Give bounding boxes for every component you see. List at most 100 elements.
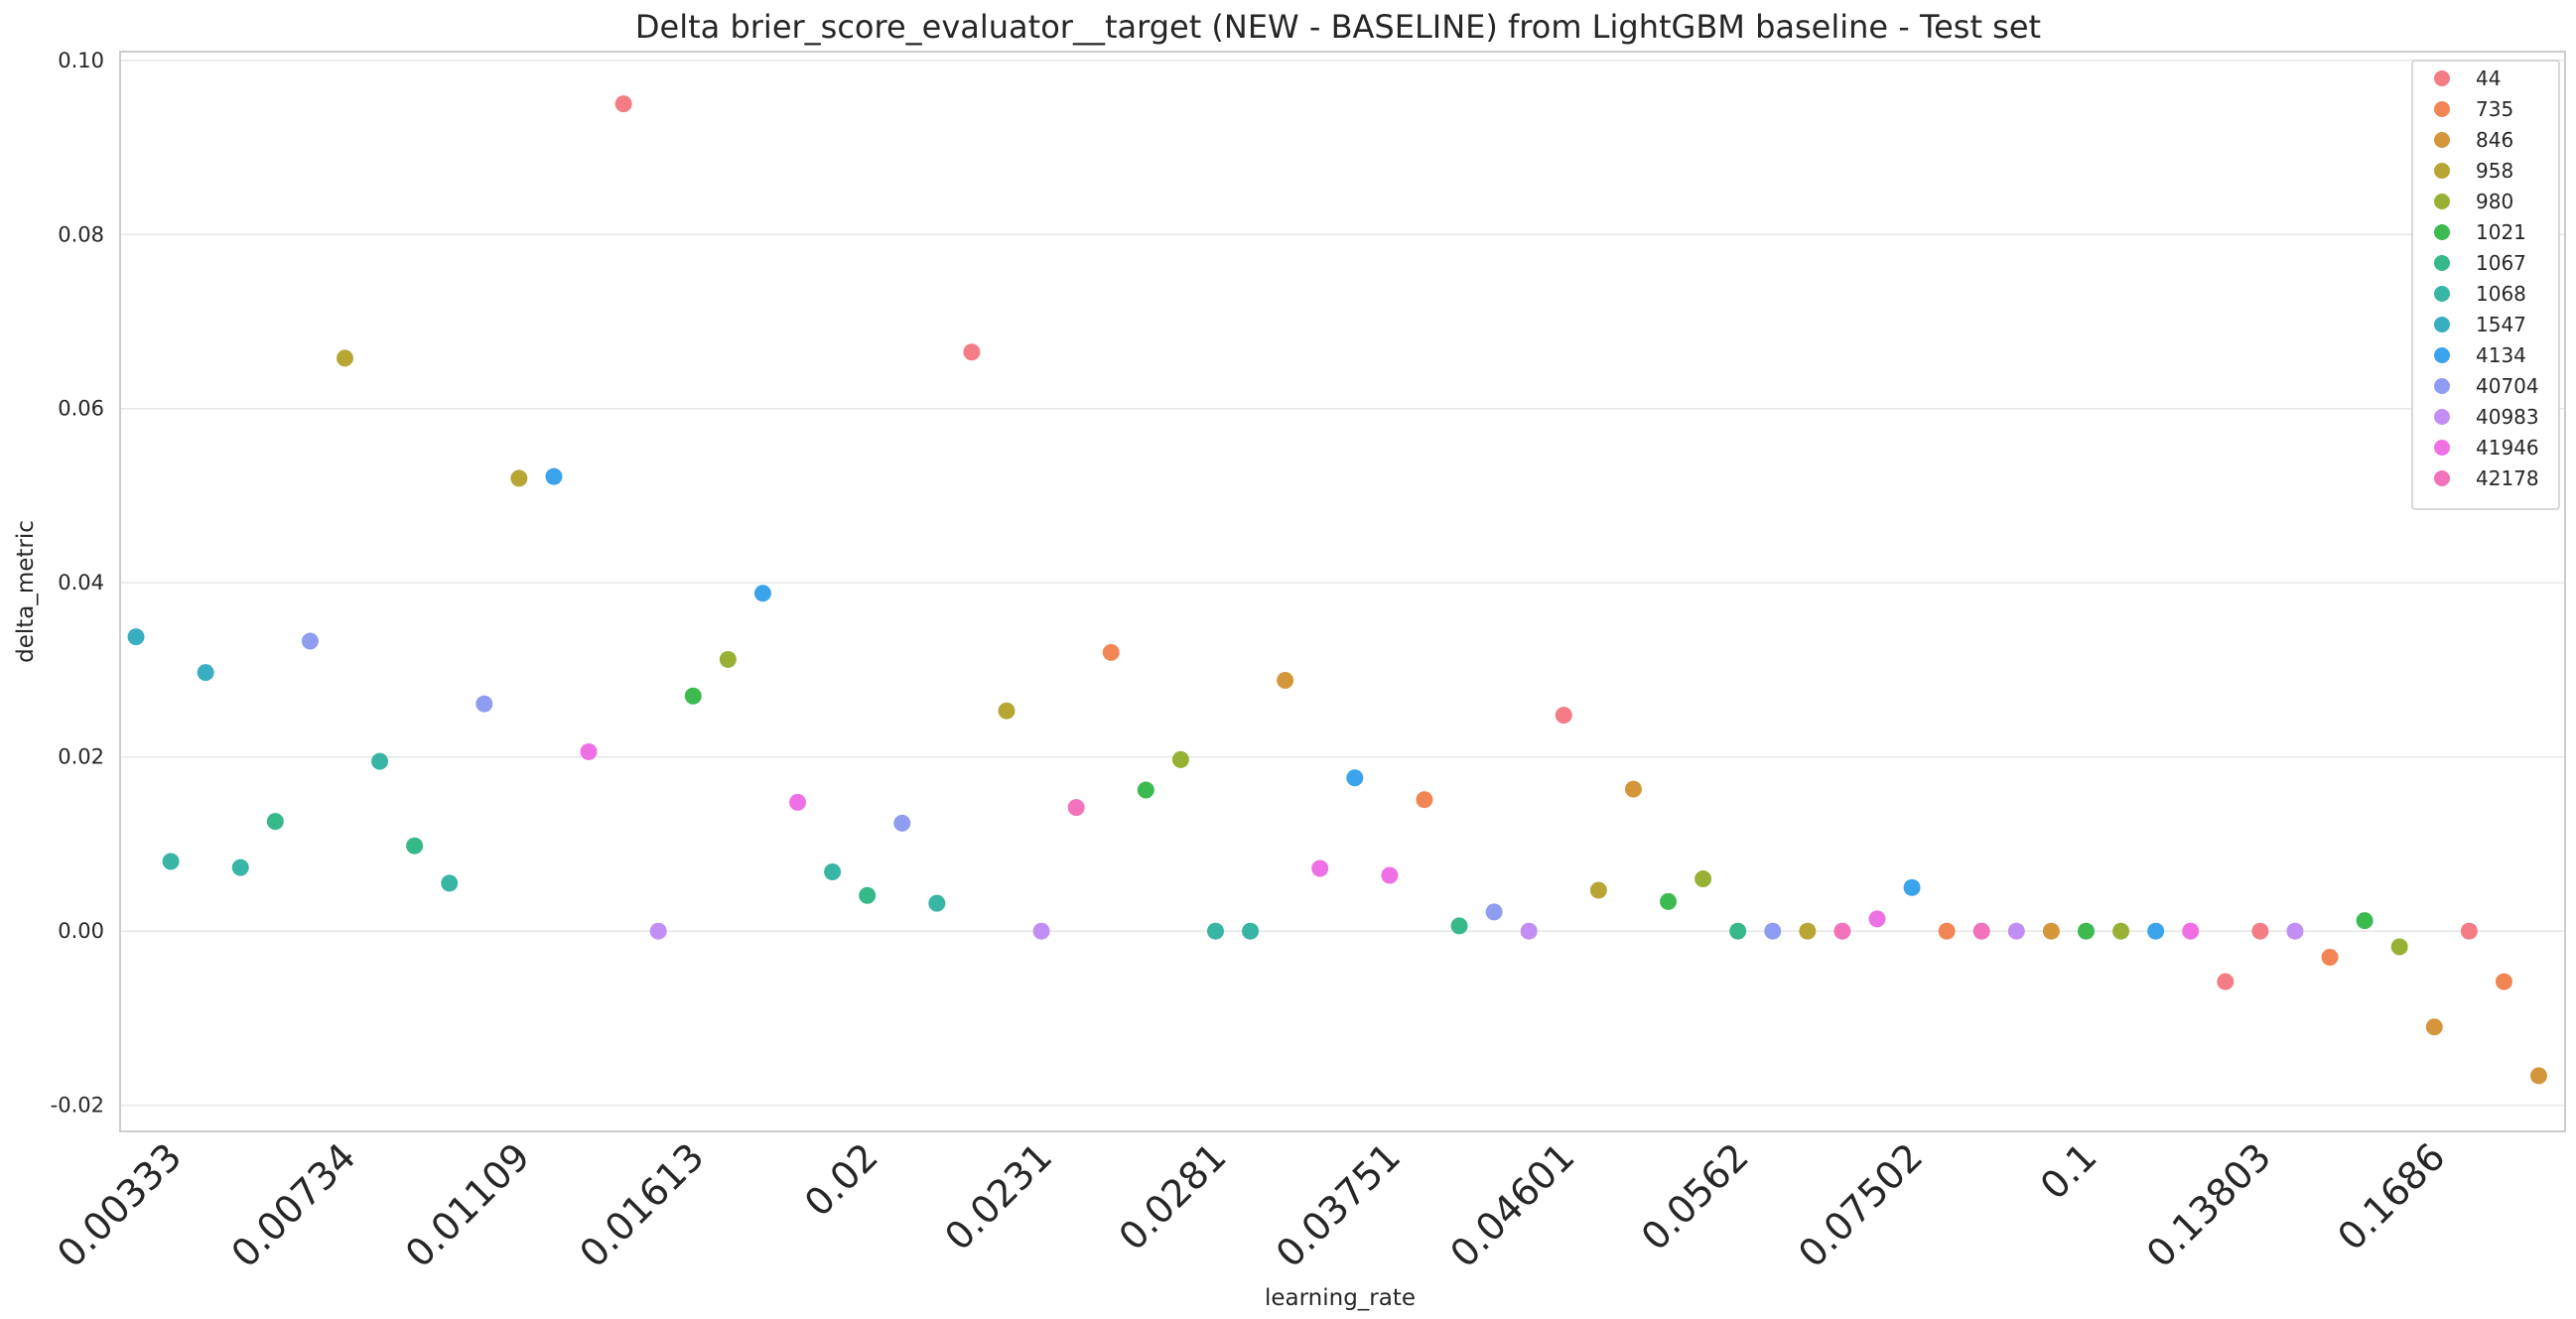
data-point	[1171, 750, 1189, 768]
legend-marker	[2434, 347, 2450, 363]
x-tick-label: 0.01109	[397, 1134, 538, 1275]
data-point	[963, 343, 981, 361]
data-point	[475, 695, 493, 713]
data-point	[2425, 1018, 2443, 1036]
legend-marker	[2434, 286, 2450, 302]
legend-marker	[2434, 440, 2450, 456]
data-point	[2356, 912, 2373, 930]
data-point	[1624, 780, 1642, 798]
data-point	[1903, 878, 1921, 896]
data-point	[406, 837, 424, 855]
data-point	[998, 702, 1016, 720]
x-tick-label: 0.04601	[1441, 1134, 1582, 1275]
data-point	[1833, 922, 1851, 940]
legend-marker	[2434, 70, 2450, 86]
data-point	[753, 585, 771, 602]
legend-marker	[2434, 101, 2450, 117]
y-tick-label: 0.02	[58, 745, 104, 769]
data-point	[719, 650, 737, 668]
data-point	[1589, 881, 1607, 899]
legend-label: 1068	[2476, 282, 2526, 306]
x-tick-label: 0.1	[2032, 1134, 2105, 1208]
y-tick-labels: -0.02 0.00 0.02 0.04 0.06 0.08 0.10	[51, 49, 104, 1118]
legend-marker	[2434, 132, 2450, 148]
data-point	[614, 95, 632, 113]
data-point	[1067, 799, 1085, 817]
data-point	[2251, 922, 2269, 940]
x-tick-label: 0.0231	[936, 1134, 1060, 1258]
legend-marker	[2434, 163, 2450, 179]
data-point	[1660, 892, 1678, 910]
data-point	[1311, 859, 1329, 877]
x-tick-label: 0.02	[796, 1134, 886, 1225]
data-point	[580, 742, 598, 760]
data-point	[1137, 781, 1154, 799]
data-point	[1695, 870, 1712, 888]
legend-label: 42178	[2476, 466, 2539, 490]
data-point	[1520, 922, 1538, 940]
data-point	[789, 793, 807, 811]
legend-marker	[2434, 470, 2450, 486]
data-point	[1868, 910, 1886, 928]
legend-label: 4134	[2476, 343, 2526, 367]
data-point	[824, 863, 842, 881]
gridlines	[120, 60, 2565, 1107]
legend-label: 1021	[2476, 220, 2526, 244]
legend-label: 40704	[2476, 374, 2539, 398]
y-tick-label: 0.06	[58, 397, 104, 421]
data-point	[684, 687, 702, 705]
data-point	[2460, 922, 2478, 940]
data-point	[2182, 922, 2200, 940]
data-point	[1416, 791, 1433, 809]
legend-label: 980	[2476, 190, 2513, 213]
x-tick-label: 0.00734	[223, 1134, 364, 1275]
y-tick-label: 0.04	[58, 571, 104, 594]
x-tick-label: 0.00333	[49, 1134, 190, 1275]
x-tick-label: 0.0281	[1111, 1134, 1235, 1258]
data-point	[336, 349, 353, 367]
data-point	[197, 664, 214, 682]
data-point	[2147, 922, 2165, 940]
x-tick-label: 0.0562	[1633, 1134, 1757, 1258]
data-point	[1729, 922, 1747, 940]
x-tick-label: 0.07502	[1790, 1134, 1931, 1275]
data-point	[127, 628, 145, 646]
data-point	[1206, 922, 1224, 940]
data-point	[893, 814, 911, 832]
data-point	[441, 874, 459, 892]
legend-label: 846	[2476, 128, 2513, 152]
legend-marker	[2434, 194, 2450, 209]
data-points	[127, 95, 2548, 1085]
data-point	[545, 467, 563, 485]
data-point	[928, 894, 946, 912]
data-point	[1381, 866, 1399, 884]
data-point	[2077, 922, 2095, 940]
legend-label: 1067	[2476, 251, 2526, 275]
y-tick-label: 0.08	[58, 222, 104, 246]
data-point	[371, 752, 389, 770]
x-tick-label: 0.03751	[1268, 1134, 1409, 1275]
data-point	[1972, 922, 1990, 940]
data-point	[2042, 922, 2060, 940]
data-point	[266, 813, 284, 831]
legend-label: 40983	[2476, 405, 2539, 429]
data-point	[2112, 922, 2130, 940]
x-tick-label: 0.01613	[571, 1134, 712, 1275]
data-point	[510, 469, 528, 487]
data-point	[1555, 707, 1572, 725]
data-point	[2007, 922, 2025, 940]
data-point	[2217, 973, 2235, 990]
legend-marker	[2434, 317, 2450, 332]
data-point	[1764, 922, 1782, 940]
legend-marker	[2434, 378, 2450, 394]
legend-marker	[2434, 409, 2450, 425]
data-point	[1346, 769, 1364, 787]
data-point	[1450, 917, 1468, 935]
plot-frame	[119, 51, 2566, 1132]
data-point	[1485, 903, 1503, 921]
data-point	[1799, 922, 1817, 940]
data-point	[2321, 949, 2339, 967]
chart-title: Delta brier_score_evaluator__target (NEW…	[635, 8, 2041, 46]
data-point	[2495, 973, 2512, 990]
